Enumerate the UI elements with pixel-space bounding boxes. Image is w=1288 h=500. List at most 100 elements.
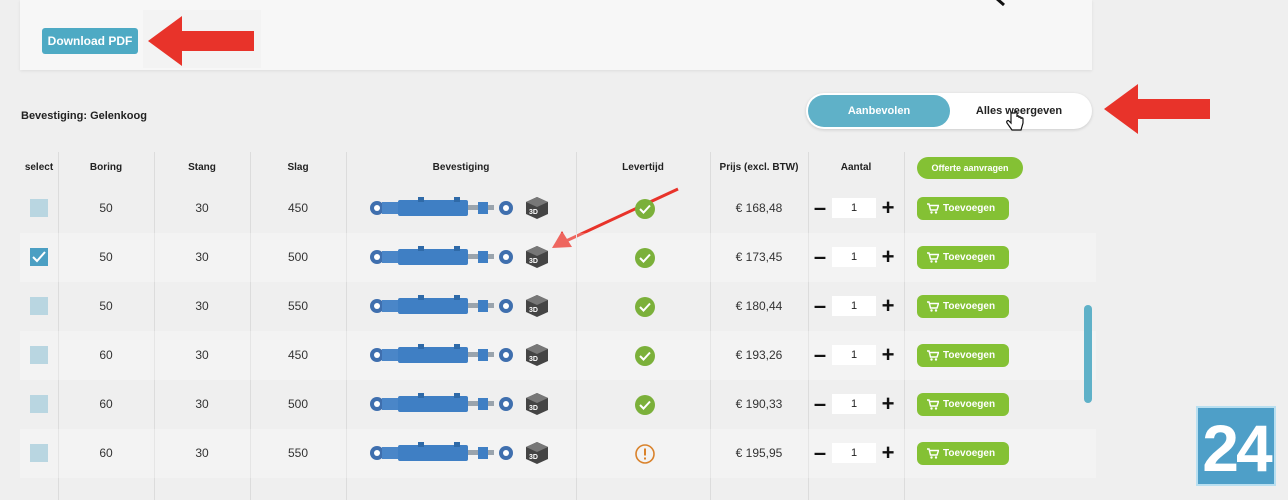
quantity-input[interactable]	[832, 247, 876, 267]
cell-prijs: € 190,33	[735, 397, 783, 411]
cell-slag: 500	[287, 250, 309, 264]
select-checkbox[interactable]	[30, 248, 48, 266]
quantity-plus-button[interactable]: +	[881, 342, 895, 367]
cell-stang: 30	[195, 201, 209, 215]
table-scrollbar[interactable]	[1084, 305, 1092, 403]
select-checkbox[interactable]	[30, 346, 48, 364]
offerte-aanvragen-button[interactable]: Offerte aanvragen	[917, 157, 1023, 179]
annotation-arrow-diagonal-icon	[552, 187, 679, 248]
cart-icon	[927, 301, 943, 312]
3d-step-icon[interactable]: 3D	[525, 343, 549, 372]
quantity-minus-button[interactable]: –	[813, 391, 827, 416]
cell-slag: 550	[287, 299, 309, 313]
cell-prijs: € 195,95	[735, 446, 783, 460]
cell-slag: 500	[287, 397, 309, 411]
header-stang: Stang	[188, 162, 216, 173]
toevoegen-button[interactable]: Toevoegen	[917, 246, 1009, 269]
cell-stang: 30	[195, 250, 209, 264]
cart-icon	[927, 252, 943, 263]
quantity-plus-button[interactable]: +	[881, 293, 895, 318]
table-row: 50 30 500 3D € 173,45 – + Toevoegen	[20, 233, 1096, 282]
column-divider	[808, 152, 809, 500]
cell-prijs: € 168,48	[735, 201, 783, 215]
table-row: 50 30 550 3D € 180,44 – + Toevoegen	[20, 282, 1096, 331]
check-icon	[634, 345, 656, 372]
bevestiging-filter-label: Bevestiging: Gelenkoog	[21, 110, 147, 122]
select-checkbox[interactable]	[30, 444, 48, 462]
cell-boring: 60	[99, 348, 113, 362]
check-icon	[634, 247, 656, 274]
cart-icon	[927, 350, 943, 361]
3d-step-icon[interactable]: 3D	[525, 294, 549, 323]
header-prijs: Prijs (excl. BTW)	[719, 162, 799, 173]
toggle-alles-weergeven[interactable]: Alles weergeven	[975, 105, 1063, 117]
cell-prijs: € 173,45	[735, 250, 783, 264]
product-table: select Boring Stang Slag Bevestiging Lev…	[20, 152, 1096, 500]
quantity-minus-button[interactable]: –	[813, 244, 827, 269]
cylinder-image	[368, 194, 518, 227]
select-checkbox[interactable]	[30, 395, 48, 413]
quantity-input[interactable]	[832, 394, 876, 414]
quantity-input[interactable]	[832, 345, 876, 365]
annotation-arrow-left-icon	[1104, 84, 1210, 134]
header-aantal: Aantal	[840, 162, 872, 173]
select-checkbox[interactable]	[30, 199, 48, 217]
toevoegen-button[interactable]: Toevoegen	[917, 393, 1009, 416]
quantity-minus-button[interactable]: –	[813, 440, 827, 465]
toevoegen-button[interactable]: Toevoegen	[917, 197, 1009, 220]
cell-boring: 50	[99, 201, 113, 215]
column-divider	[576, 152, 577, 500]
quantity-plus-button[interactable]: +	[881, 391, 895, 416]
quantity-input[interactable]	[832, 296, 876, 316]
3d-step-icon[interactable]: 3D	[525, 441, 549, 470]
3d-step-icon[interactable]: 3D	[525, 392, 549, 421]
download-pdf-button[interactable]: Download PDF	[42, 28, 138, 54]
toevoegen-label: Toevoegen	[943, 399, 996, 410]
column-divider	[154, 152, 155, 500]
3d-step-icon[interactable]: 3D	[525, 196, 549, 225]
annotation-arrow-left-icon	[148, 16, 254, 66]
back-arrow-icon[interactable]	[990, 0, 1030, 10]
svg-text:3D: 3D	[529, 356, 538, 363]
toevoegen-button[interactable]: Toevoegen	[917, 295, 1009, 318]
table-row: 60 30 500 3D € 190,33 – + Toevoegen	[20, 380, 1096, 429]
header-bevestiging: Bevestiging	[432, 162, 490, 173]
toevoegen-label: Toevoegen	[943, 252, 996, 263]
table-row: 50 30 450 3D € 168,48 – + Toevoegen	[20, 184, 1096, 233]
cart-icon	[927, 399, 943, 410]
svg-text:3D: 3D	[529, 209, 538, 216]
quantity-minus-button[interactable]: –	[813, 342, 827, 367]
quantity-minus-button[interactable]: –	[813, 195, 827, 220]
cylinder-image	[368, 292, 518, 325]
3d-step-icon[interactable]: 3D	[525, 245, 549, 274]
table-row: 60 30 550 3D € 195,95 – + Toevoegen	[20, 429, 1096, 478]
cylinder-image	[368, 390, 518, 423]
quantity-input[interactable]	[832, 198, 876, 218]
svg-text:3D: 3D	[529, 258, 538, 265]
cell-slag: 550	[287, 446, 309, 460]
quantity-plus-button[interactable]: +	[881, 440, 895, 465]
quantity-plus-button[interactable]: +	[881, 195, 895, 220]
quantity-input[interactable]	[832, 443, 876, 463]
cell-boring: 60	[99, 397, 113, 411]
quantity-plus-button[interactable]: +	[881, 244, 895, 269]
cell-boring: 50	[99, 299, 113, 313]
header-slag: Slag	[287, 162, 309, 173]
svg-text:3D: 3D	[529, 307, 538, 314]
brand-badge: 24	[1196, 406, 1276, 486]
toggle-aanbevolen[interactable]: Aanbevolen	[808, 95, 950, 127]
column-divider	[346, 152, 347, 500]
cell-prijs: € 193,26	[735, 348, 783, 362]
toevoegen-button[interactable]: Toevoegen	[917, 344, 1009, 367]
column-divider	[58, 152, 59, 500]
cell-slag: 450	[287, 201, 309, 215]
check-icon	[634, 296, 656, 323]
warning-icon	[634, 443, 656, 470]
column-divider	[250, 152, 251, 500]
table-body: 50 30 450 3D € 168,48 – + Toevoegen 50 30 500 3D € 1…	[20, 184, 1096, 500]
select-checkbox[interactable]	[30, 297, 48, 315]
quantity-minus-button[interactable]: –	[813, 293, 827, 318]
cart-icon	[927, 203, 943, 214]
check-icon	[634, 394, 656, 421]
toevoegen-button[interactable]: Toevoegen	[917, 442, 1009, 465]
